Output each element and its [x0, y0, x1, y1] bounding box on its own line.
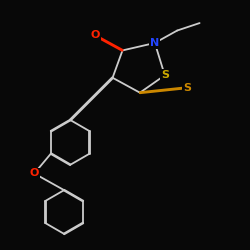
Text: O: O	[30, 168, 39, 178]
Text: S: S	[183, 83, 191, 93]
Text: O: O	[90, 30, 100, 40]
Text: S: S	[161, 70, 169, 80]
Text: N: N	[150, 38, 160, 48]
